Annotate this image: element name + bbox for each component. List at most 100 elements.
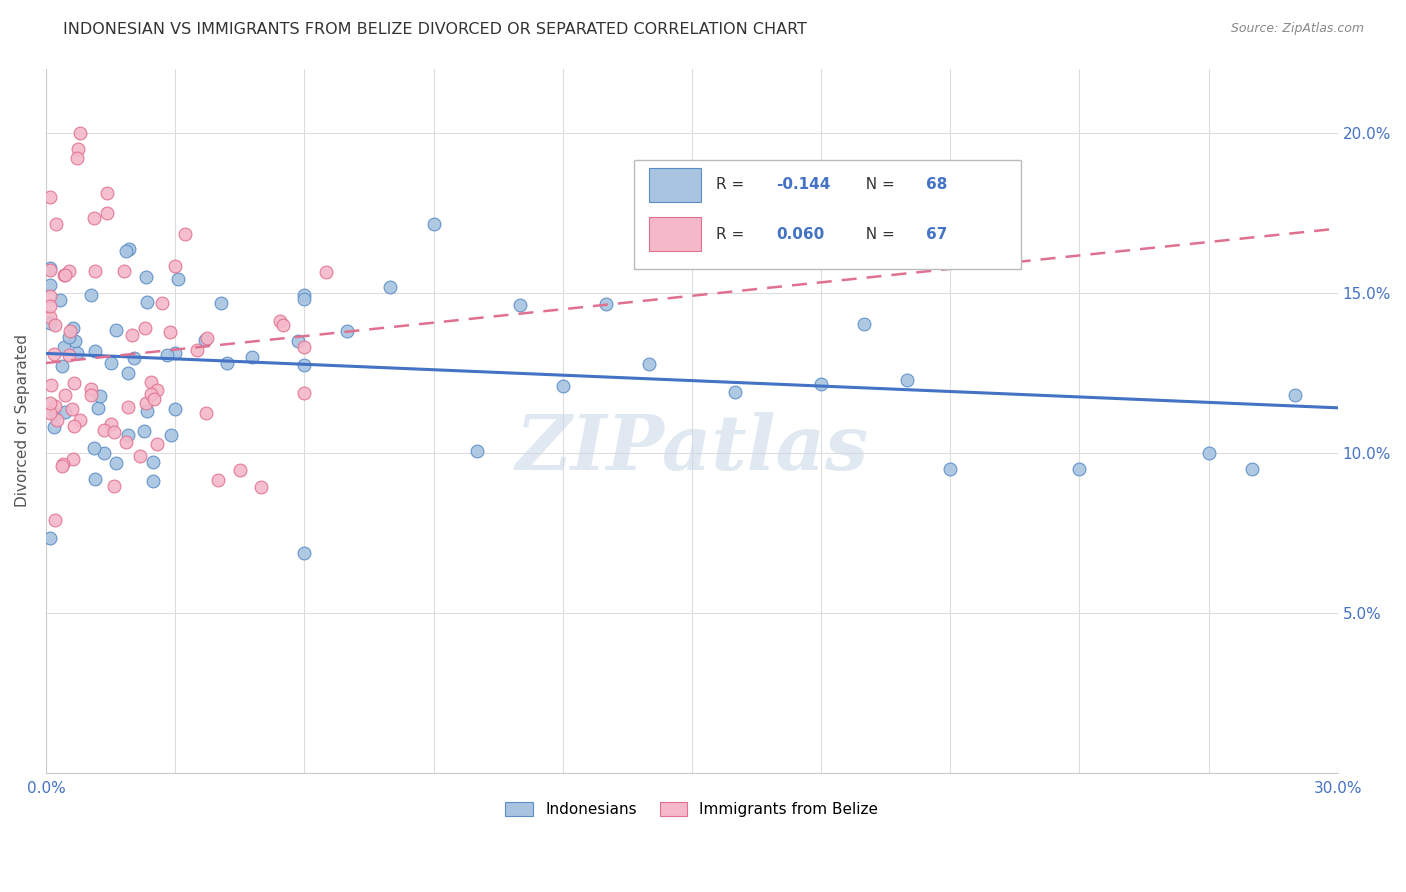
Point: [96, 186, 118, 200]
Point: [207, 473, 229, 487]
Point: [58, 264, 80, 278]
Point: [58, 348, 80, 362]
Text: 67: 67: [925, 227, 948, 242]
Point: [83, 211, 105, 225]
Point: [93, 423, 115, 437]
Point: [896, 373, 918, 387]
Point: [62, 419, 84, 434]
Point: [53, 387, 76, 401]
Point: [134, 320, 156, 334]
Point: [150, 296, 173, 310]
Point: [217, 356, 239, 370]
Point: [145, 383, 167, 397]
Point: [115, 435, 138, 450]
Point: [132, 424, 155, 438]
Point: [142, 475, 165, 489]
Point: [69, 126, 91, 140]
Point: [117, 401, 139, 415]
Text: ZIPatlas: ZIPatlas: [516, 412, 869, 486]
Point: [39, 260, 62, 275]
Point: [59, 324, 82, 338]
Point: [810, 376, 832, 391]
Point: [44, 347, 66, 361]
Point: [39, 310, 62, 324]
FancyBboxPatch shape: [634, 160, 1021, 269]
Point: [595, 297, 617, 311]
Point: [62, 376, 84, 390]
Point: [39, 316, 62, 330]
Point: [52, 268, 75, 283]
Point: [766, 217, 789, 231]
Text: -0.144: -0.144: [776, 178, 830, 192]
Point: [681, 200, 703, 214]
Point: [509, 298, 531, 312]
Point: [551, 378, 574, 392]
Point: [1240, 461, 1263, 475]
Point: [165, 260, 187, 274]
Point: [160, 428, 183, 442]
Point: [287, 334, 309, 348]
Point: [142, 392, 165, 407]
Point: [44, 407, 66, 421]
Point: [55, 268, 77, 282]
Point: [292, 340, 315, 354]
Point: [194, 334, 217, 348]
Point: [121, 328, 143, 343]
Point: [1284, 388, 1306, 402]
Point: [58, 329, 80, 343]
Point: [66, 151, 89, 165]
Point: [135, 270, 157, 285]
Point: [39, 278, 62, 293]
Point: [46, 413, 69, 427]
Point: [465, 444, 488, 458]
Point: [135, 395, 157, 409]
Point: [69, 412, 91, 426]
Point: [146, 437, 169, 451]
Point: [194, 406, 217, 420]
Point: [51, 359, 73, 374]
Point: [80, 382, 103, 396]
Point: [44, 318, 66, 333]
Point: [139, 375, 162, 389]
Y-axis label: Divorced or Separated: Divorced or Separated: [15, 334, 30, 508]
Point: [1069, 461, 1091, 475]
Point: [209, 296, 232, 310]
Text: N =: N =: [856, 227, 900, 242]
Point: [269, 314, 291, 328]
Point: [163, 346, 186, 360]
Point: [83, 441, 105, 455]
Point: [39, 531, 62, 545]
Point: [49, 293, 72, 308]
Point: [292, 385, 315, 400]
Point: [83, 344, 105, 359]
Point: [122, 351, 145, 365]
Legend: Indonesians, Immigrants from Belize: Indonesians, Immigrants from Belize: [498, 795, 886, 825]
Text: R =: R =: [717, 178, 749, 192]
Point: [315, 264, 337, 278]
Point: [118, 242, 141, 256]
Text: 0.060: 0.060: [776, 227, 824, 242]
Point: [142, 455, 165, 469]
Point: [186, 343, 208, 357]
Text: R =: R =: [717, 227, 749, 242]
Point: [80, 388, 103, 402]
Point: [51, 458, 73, 473]
Point: [112, 264, 135, 278]
Point: [853, 317, 876, 331]
Point: [39, 189, 62, 203]
Point: [637, 357, 659, 371]
Point: [129, 449, 152, 463]
Point: [39, 263, 62, 277]
Point: [100, 417, 122, 432]
Point: [62, 321, 84, 335]
Point: [139, 387, 162, 401]
Point: [42, 420, 65, 434]
Point: [336, 325, 359, 339]
Point: [240, 350, 263, 364]
Bar: [650, 217, 702, 251]
Bar: [650, 168, 702, 202]
Point: [62, 452, 84, 467]
Point: [83, 264, 105, 278]
Point: [39, 289, 62, 303]
Point: [53, 405, 76, 419]
